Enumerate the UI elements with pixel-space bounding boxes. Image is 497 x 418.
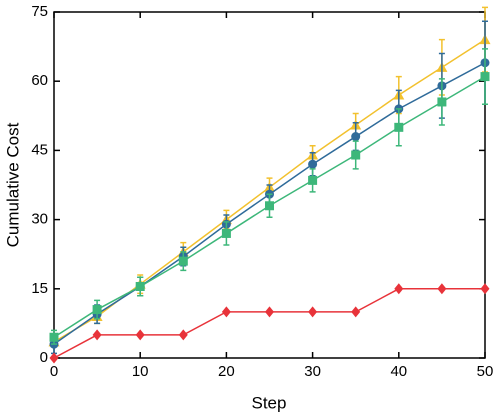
marker [308, 175, 318, 185]
marker [221, 228, 231, 238]
marker [308, 159, 318, 169]
marker [49, 352, 59, 364]
marker [49, 332, 59, 342]
marker [437, 97, 447, 107]
y-tick-label: 15 [31, 280, 48, 297]
y-axis-title: Cumulative Cost [3, 122, 22, 247]
plot-frame [53, 11, 486, 359]
marker [92, 305, 102, 315]
series-line [53, 288, 485, 359]
marker [351, 150, 361, 160]
y-tick-label: 75 [31, 3, 48, 20]
x-tick-label: 0 [50, 363, 58, 380]
y-tick-label: 30 [31, 211, 48, 228]
marker [480, 283, 490, 295]
x-tick-label: 20 [218, 363, 235, 380]
marker [394, 122, 404, 132]
marker [308, 306, 318, 318]
marker [221, 306, 231, 318]
marker [135, 281, 145, 291]
marker [265, 306, 274, 318]
x-axis-title: Step [252, 393, 287, 412]
x-tick-label: 10 [132, 363, 149, 380]
marker [394, 283, 404, 295]
x-tick-label: 30 [304, 363, 321, 380]
marker [178, 256, 188, 266]
marker [265, 201, 274, 211]
marker [351, 306, 361, 318]
marker [92, 329, 102, 341]
marker [178, 329, 188, 341]
marker [480, 72, 490, 82]
x-tick-label: 50 [477, 363, 494, 380]
y-tick-label: 45 [31, 141, 48, 158]
marker [351, 132, 361, 142]
x-tick-label: 40 [390, 363, 407, 380]
marker [135, 329, 145, 341]
marker [437, 283, 447, 295]
y-tick-label: 60 [31, 72, 48, 89]
y-tick-label: 0 [40, 349, 48, 366]
